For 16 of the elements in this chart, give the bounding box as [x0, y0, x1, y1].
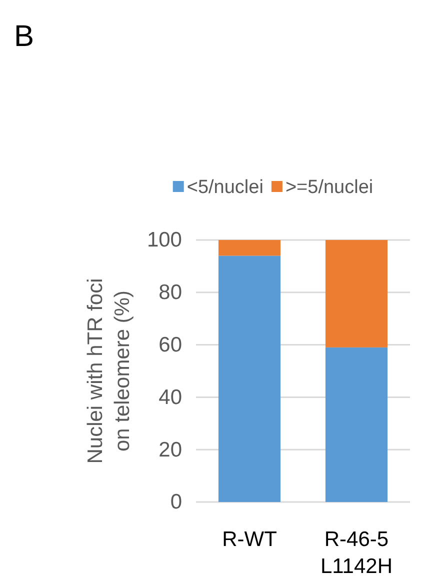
text: B	[14, 20, 34, 53]
y-tick-label: 40	[158, 386, 182, 409]
bar	[325, 240, 388, 348]
y-tick-label: 20	[158, 438, 182, 462]
y-axis-title: Nuclei with hTR foci on teleomere (%)	[84, 278, 134, 464]
bar	[218, 240, 281, 256]
y-tick-label: 60	[158, 334, 182, 357]
y-tick-label: 100	[146, 228, 182, 252]
bar	[325, 347, 388, 502]
y-tick-label: 0	[170, 490, 182, 514]
x-tick-label: R-WT	[222, 528, 278, 551]
legend-label: >=5/nuclei	[285, 177, 374, 198]
bar	[218, 256, 281, 502]
x-tick-label: R-46-5 L1142H	[320, 528, 393, 578]
y-tick-label: 80	[158, 281, 182, 304]
legend-label: <5/nuclei	[186, 177, 264, 198]
